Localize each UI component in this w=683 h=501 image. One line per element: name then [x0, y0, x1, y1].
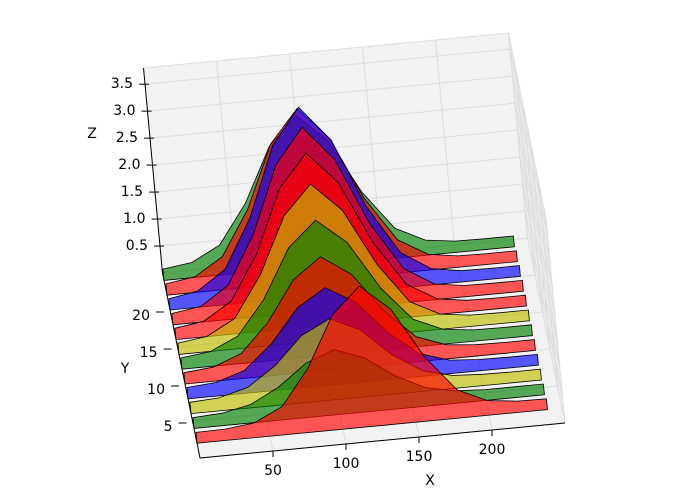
grid-line — [512, 76, 551, 262]
y-tick-label: 15 — [140, 345, 158, 361]
grid-line — [523, 106, 543, 313]
y-tick-label: 5 — [164, 419, 173, 435]
x-tick-label: 150 — [406, 449, 433, 465]
y-tick-label: 20 — [132, 308, 150, 324]
x-tick-label: 100 — [333, 456, 360, 472]
z-tick-label: 2.5 — [116, 130, 138, 146]
grid-line — [435, 39, 455, 246]
z-tick-label: 2.0 — [118, 157, 140, 173]
grid-line — [522, 183, 561, 370]
grid-line — [530, 143, 551, 350]
grid-line — [524, 210, 563, 397]
grid-line — [519, 156, 558, 343]
grid-line — [144, 48, 511, 85]
grid-line — [515, 69, 536, 276]
grid-line — [149, 102, 516, 139]
y-axis-label: Y — [120, 361, 130, 377]
z-tick-label: 1.5 — [121, 184, 143, 200]
z-axis-label: Z — [87, 126, 97, 142]
z-tick-label: 0.5 — [126, 238, 148, 254]
ridge-polygon — [195, 285, 548, 444]
z-tick-label: 3.5 — [111, 76, 133, 92]
grid-line — [509, 49, 548, 235]
z-axis-line — [143, 67, 163, 274]
y-tick-label: 10 — [147, 382, 165, 398]
z-tick-label: 1.0 — [123, 211, 145, 227]
z-tick-label: 3.0 — [113, 103, 135, 119]
grid-line — [147, 75, 513, 112]
x-axis-line — [199, 422, 566, 459]
grid-line — [517, 130, 556, 316]
x-axis-label: X — [425, 473, 435, 489]
x-tick-label: 200 — [479, 442, 506, 458]
x-tick-label: 50 — [264, 463, 282, 479]
grid-line — [514, 103, 553, 289]
grid-line — [538, 180, 558, 387]
